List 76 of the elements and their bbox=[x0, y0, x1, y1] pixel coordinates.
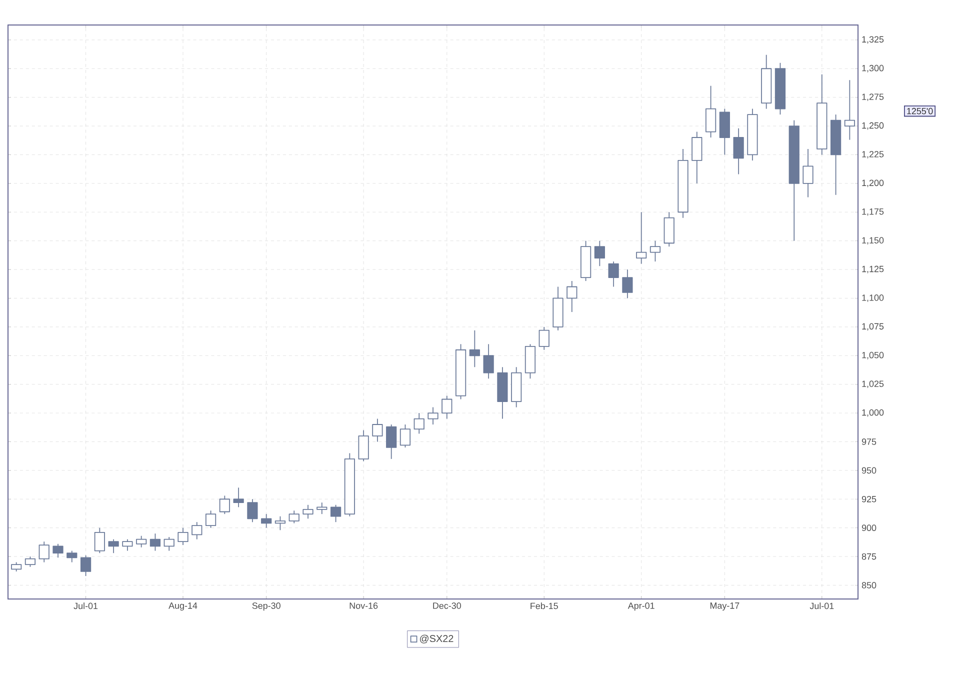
candlestick bbox=[428, 406, 438, 425]
candlestick bbox=[11, 562, 22, 572]
y-tick-label: 1,325 bbox=[862, 36, 884, 44]
candlestick bbox=[608, 261, 619, 288]
y-tick-label: 1,100 bbox=[862, 294, 884, 302]
y-tick-label: 1,150 bbox=[862, 237, 884, 245]
candlestick bbox=[302, 504, 314, 520]
x-tick-label: Dec-30 bbox=[433, 602, 461, 609]
x-tick-label: Nov-16 bbox=[350, 602, 378, 609]
x-tick-label: Aug-14 bbox=[168, 602, 198, 611]
candlestick bbox=[108, 538, 119, 554]
candlestick bbox=[178, 527, 188, 546]
candlestick bbox=[122, 538, 133, 552]
candlestick bbox=[386, 424, 397, 460]
y-tick-label: 1,000 bbox=[862, 409, 884, 417]
candlestick bbox=[288, 510, 300, 524]
candlestick bbox=[150, 533, 161, 552]
candlestick bbox=[733, 128, 744, 175]
candlestick bbox=[372, 418, 383, 442]
legend-label: @SX22 bbox=[420, 634, 454, 644]
x-tick-label: Sep-30 bbox=[252, 602, 280, 611]
candlestick bbox=[844, 80, 855, 140]
candlestick bbox=[316, 502, 328, 514]
candlestick bbox=[566, 280, 578, 312]
candlestick bbox=[66, 550, 78, 563]
candlestick bbox=[414, 412, 424, 434]
candlestick bbox=[38, 541, 50, 563]
y-tick-label: 1,300 bbox=[862, 64, 884, 72]
x-tick-label: Jul-01 bbox=[74, 602, 98, 610]
x-tick-label: Jul-01 bbox=[810, 602, 834, 610]
candlestick bbox=[94, 527, 105, 554]
candlestick bbox=[261, 514, 272, 528]
candlestick bbox=[274, 516, 286, 531]
x-tick-label: Feb-15 bbox=[530, 602, 558, 610]
y-tick-label: 1,050 bbox=[862, 352, 884, 360]
y-tick-label: 1,175 bbox=[862, 208, 884, 216]
y-tick-label: 1,025 bbox=[862, 380, 884, 388]
candlestick bbox=[233, 487, 244, 508]
candlestick bbox=[24, 556, 36, 568]
x-tick-label: May-17 bbox=[710, 602, 740, 611]
y-tick-label: 1,250 bbox=[862, 122, 884, 130]
candlestick bbox=[622, 269, 633, 299]
candlestick bbox=[692, 131, 702, 184]
y-tick-label: 1,075 bbox=[862, 323, 884, 331]
candlestick bbox=[650, 240, 661, 262]
candlestick bbox=[330, 504, 342, 523]
x-tick-label: Apr-01 bbox=[628, 602, 654, 611]
candlestick bbox=[136, 535, 147, 548]
y-tick-label: 950 bbox=[862, 467, 876, 474]
y-tick-label: 900 bbox=[862, 524, 876, 532]
candlestick bbox=[52, 543, 64, 558]
y-tick-label: 1,225 bbox=[862, 151, 884, 158]
y-tick-label: 925 bbox=[862, 496, 876, 502]
y-tick-label: 975 bbox=[862, 438, 876, 445]
y-tick-label: 1,275 bbox=[862, 94, 884, 102]
candlestick bbox=[594, 240, 605, 267]
y-tick-label: 1,125 bbox=[862, 266, 884, 274]
y-tick-label: 1,200 bbox=[862, 180, 884, 188]
candlestick bbox=[705, 85, 716, 138]
candlestick bbox=[358, 430, 369, 462]
candlestick bbox=[538, 326, 550, 350]
candlestick bbox=[80, 554, 92, 576]
y-tick-label: 850 bbox=[862, 582, 876, 588]
candlestick bbox=[164, 536, 174, 552]
candlestick bbox=[802, 148, 814, 198]
candlestick bbox=[219, 495, 230, 514]
candlestick bbox=[247, 498, 258, 523]
candlestick bbox=[400, 424, 411, 448]
candlestick bbox=[469, 330, 480, 368]
candlestick bbox=[636, 212, 647, 264]
text: 1255'0 bbox=[907, 108, 933, 114]
y-tick-label: 875 bbox=[862, 553, 876, 560]
candlestick bbox=[483, 344, 494, 380]
candlestick bbox=[205, 510, 216, 528]
candlestick bbox=[442, 395, 452, 420]
candlestick bbox=[192, 522, 202, 540]
